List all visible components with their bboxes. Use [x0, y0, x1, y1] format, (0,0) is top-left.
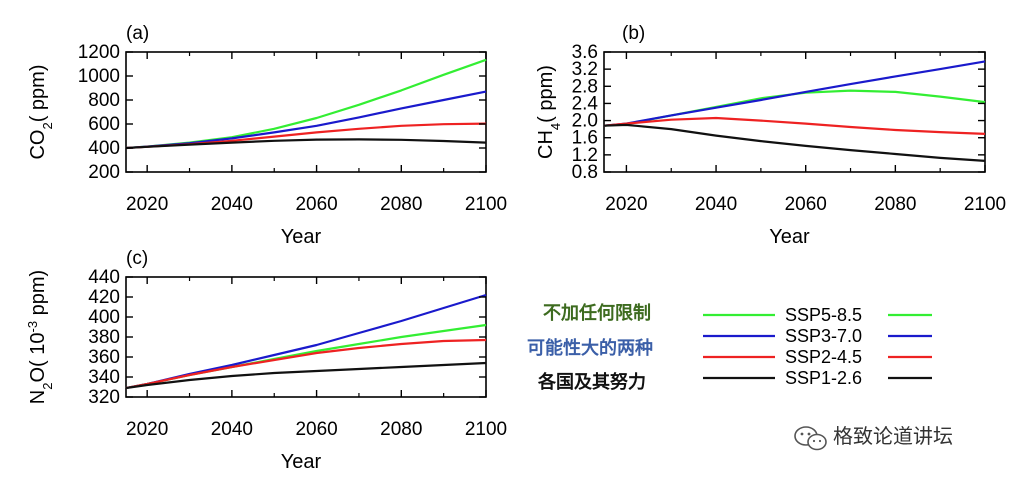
y-tick-label: 200	[88, 162, 120, 183]
legend: SSP5-8.5 SSP3-7.0 SSP2-4.5 SSP1-2.6	[703, 305, 932, 388]
watermark-text: 格致论道讲坛	[833, 424, 953, 448]
legend-label: SSP2-4.5	[785, 347, 862, 367]
series-line-ssp126	[603, 123, 986, 162]
series-line-ssp126	[125, 138, 487, 150]
panel-label: (a)	[126, 23, 149, 44]
series-line-ssp585	[125, 58, 487, 150]
series-line-ssp126	[125, 361, 487, 390]
y-tick-label: 380	[88, 327, 120, 348]
legend-label: SSP3-7.0	[785, 326, 862, 346]
x-tick-label: 2060	[295, 194, 337, 215]
x-axis-label: Year	[281, 226, 322, 248]
y-tick-label: 800	[88, 90, 120, 111]
y-tick-label: 3.6	[572, 42, 598, 63]
note-no-limits: 不加任何限制	[543, 302, 651, 324]
wechat-icon	[794, 426, 827, 451]
plot-frame	[125, 276, 487, 398]
x-tick-label: 2080	[380, 419, 422, 440]
y-tick-label: 2.0	[572, 111, 598, 132]
y-tick-label: 360	[88, 347, 120, 368]
x-tick-label: 2080	[874, 194, 916, 215]
x-tick-label: 2100	[465, 194, 507, 215]
y-tick-label: 2.4	[572, 93, 599, 114]
x-tick-label: 2020	[126, 419, 168, 440]
y-tick-label: 1000	[78, 66, 120, 87]
y-tick-label: 320	[88, 387, 120, 408]
x-tick-label: 2100	[465, 419, 507, 440]
y-tick-label: 400	[88, 307, 120, 328]
series-line-ssp245	[603, 116, 986, 135]
legend-label: SSP1-2.6	[785, 368, 862, 388]
y-tick-label: 2.8	[572, 76, 598, 97]
panel-a-co2: 2020 2040 2060 2080 2100 200 400 600 800 1000 1200…	[27, 23, 507, 248]
x-tick-label: 2060	[295, 419, 337, 440]
y-tick-label: 440	[88, 267, 120, 288]
legend-item-ssp370: SSP3-7.0	[703, 326, 932, 346]
panel-b-ch4: 2020 2040 2060 2080 21000.81.21.62.02.42.83.…	[535, 23, 1006, 248]
y-tick-label: 340	[88, 367, 120, 388]
x-tick-label: 2100	[964, 194, 1006, 215]
y-tick-label: 1200	[78, 42, 120, 63]
series-lines	[125, 293, 487, 390]
x-axis-label: Year	[281, 451, 322, 473]
y-axis-label: N2O( 10-3 ppm)	[25, 270, 55, 404]
series-line-ssp245	[125, 338, 487, 390]
series-lines	[603, 60, 986, 162]
x-axis-label: Year	[769, 226, 810, 248]
x-tick-label: 2040	[695, 194, 737, 215]
x-tick-label: 2020	[126, 194, 168, 215]
y-axis-label: CH4( ppm)	[535, 65, 563, 159]
y-tick-label: 600	[88, 114, 120, 135]
panel-label: (b)	[622, 23, 645, 44]
plot-frame	[603, 51, 986, 173]
legend-item-ssp245: SSP2-4.5	[703, 347, 932, 367]
scenario-notes: 不加任何限制 可能性大的两种 各国及其努力	[527, 302, 653, 393]
panel-label: (c)	[126, 248, 148, 269]
series-lines	[125, 58, 487, 150]
y-tick-label: 3.2	[572, 59, 598, 80]
y-tick-label: 400	[88, 138, 120, 159]
note-two-likely: 可能性大的两种	[527, 337, 653, 359]
x-tick-label: 2060	[785, 194, 827, 215]
series-line-ssp370	[603, 60, 986, 127]
x-tick-label: 2040	[211, 194, 253, 215]
x-tick-label: 2080	[380, 194, 422, 215]
legend-item-ssp126: SSP1-2.6	[703, 368, 932, 388]
y-tick-label: 420	[88, 287, 120, 308]
y-axis-label: CO2( ppm)	[27, 64, 55, 159]
note-national-efforts: 各国及其努力	[537, 371, 646, 393]
x-tick-label: 2020	[605, 194, 647, 215]
y-tick-label: 1.6	[572, 128, 598, 149]
plot-frame	[125, 51, 487, 173]
y-tick-label: 1.2	[572, 145, 598, 166]
watermark: 格致论道讲坛	[794, 424, 953, 451]
legend-label: SSP5-8.5	[785, 305, 862, 325]
series-line-ssp585	[125, 323, 487, 390]
panel-c-n2o: 2020 2040 2060 2080 2100 32034036038040042044…	[25, 248, 508, 473]
legend-item-ssp585: SSP5-8.5	[703, 305, 932, 325]
x-tick-label: 2040	[211, 419, 253, 440]
y-tick-label: 0.8	[572, 162, 598, 183]
